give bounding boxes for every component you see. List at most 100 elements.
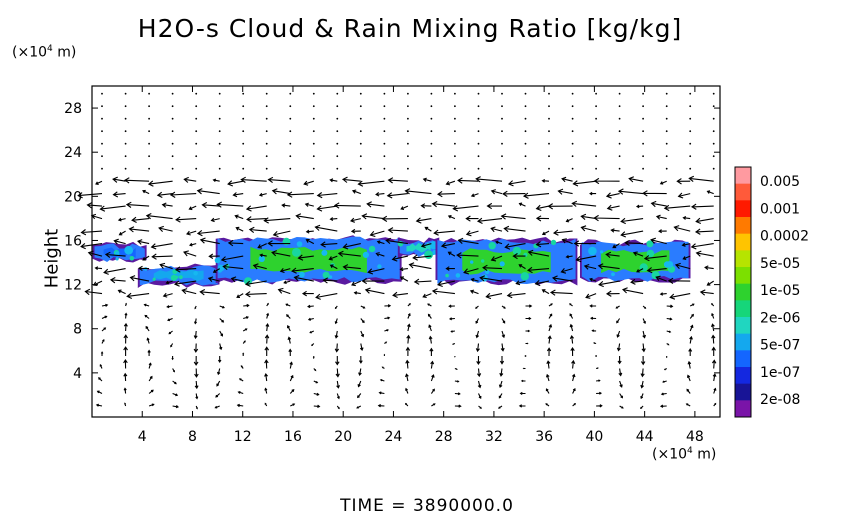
wind-vector bbox=[405, 359, 410, 369]
wind-vector bbox=[524, 105, 527, 108]
wind-vector bbox=[196, 229, 220, 237]
wind-vector bbox=[265, 117, 268, 120]
wind-vector bbox=[234, 214, 244, 220]
wind-vector bbox=[165, 280, 173, 285]
wind-vector bbox=[430, 142, 433, 145]
wind-vector bbox=[303, 180, 314, 186]
cloud-speckle bbox=[244, 277, 252, 286]
wind-vector bbox=[264, 359, 269, 369]
cloud-speckle bbox=[646, 240, 654, 248]
wind-vector bbox=[359, 130, 362, 133]
wind-vector bbox=[124, 105, 127, 108]
wind-vector bbox=[695, 217, 714, 225]
wind-vector bbox=[548, 323, 553, 332]
colorbar-swatch bbox=[735, 283, 751, 301]
wind-vector bbox=[686, 388, 691, 394]
wind-vector bbox=[565, 254, 573, 259]
wind-vector bbox=[148, 155, 151, 158]
wind-vector bbox=[148, 117, 151, 120]
wind-vector bbox=[148, 105, 151, 108]
wind-vector bbox=[524, 92, 527, 95]
wind-vector bbox=[169, 191, 197, 198]
wind-vector bbox=[430, 374, 435, 382]
x-tick-label: 16 bbox=[284, 429, 302, 445]
wind-vector bbox=[712, 155, 715, 158]
wind-vector bbox=[413, 278, 432, 285]
wind-vector bbox=[291, 267, 314, 274]
colorbar-label: 0.0002 bbox=[760, 229, 809, 245]
wind-vector bbox=[183, 250, 197, 257]
wind-vector bbox=[383, 167, 386, 170]
wind-vector bbox=[572, 387, 576, 394]
wind-vector bbox=[431, 201, 455, 208]
wind-vector bbox=[353, 291, 361, 295]
wind-vector bbox=[375, 191, 385, 197]
wind-vector bbox=[172, 392, 179, 397]
wind-vector bbox=[477, 105, 480, 108]
wind-vector bbox=[264, 346, 270, 356]
wind-vector bbox=[391, 255, 409, 262]
wind-vector bbox=[124, 130, 127, 133]
wind-vector bbox=[495, 240, 503, 245]
cloud-speckle bbox=[124, 245, 134, 255]
wind-vector bbox=[188, 205, 197, 211]
x-tick-label: 20 bbox=[334, 429, 352, 445]
wind-vector bbox=[658, 229, 667, 234]
wind-vector bbox=[712, 105, 715, 108]
wind-vector bbox=[689, 324, 694, 332]
wind-vector bbox=[124, 155, 127, 158]
wind-vector bbox=[334, 343, 340, 353]
wind-vector bbox=[336, 105, 339, 108]
wind-vector bbox=[124, 117, 127, 120]
wind-vector bbox=[101, 327, 107, 332]
cloud-speckle bbox=[611, 272, 615, 277]
wind-vector bbox=[336, 393, 340, 400]
wind-vector bbox=[525, 316, 532, 321]
wind-vector bbox=[142, 255, 150, 261]
wind-vector bbox=[711, 303, 715, 307]
wind-vector bbox=[96, 390, 103, 394]
wind-vector bbox=[101, 105, 103, 108]
wind-vector bbox=[477, 117, 480, 120]
wind-vector bbox=[148, 167, 151, 170]
cloud-speckle bbox=[600, 250, 604, 254]
wind-vector bbox=[689, 92, 692, 95]
wind-vector bbox=[336, 155, 339, 158]
wind-vector bbox=[242, 340, 246, 344]
wind-vector bbox=[569, 335, 575, 344]
colorbar-label: 2e-06 bbox=[760, 310, 800, 326]
wind-vector bbox=[535, 204, 550, 212]
y-tick-label: 20 bbox=[64, 189, 82, 205]
wind-vector bbox=[585, 293, 597, 299]
wind-vector bbox=[685, 403, 691, 407]
wind-vector bbox=[545, 388, 550, 394]
wind-vector bbox=[145, 213, 173, 220]
wind-vector bbox=[504, 243, 526, 250]
wind-vector bbox=[571, 117, 574, 120]
wind-vector bbox=[162, 292, 173, 298]
wind-vector bbox=[173, 280, 197, 287]
x-tick-label: 36 bbox=[535, 429, 553, 445]
wind-vector bbox=[500, 213, 526, 220]
wind-vector bbox=[490, 226, 503, 233]
wind-vector bbox=[118, 230, 126, 236]
wind-vector bbox=[312, 142, 315, 145]
wind-vector bbox=[307, 317, 314, 321]
wind-vector bbox=[454, 367, 458, 370]
wind-vector bbox=[659, 292, 667, 296]
wind-vector bbox=[265, 155, 268, 158]
wind-vector bbox=[619, 405, 624, 409]
wind-vector bbox=[666, 304, 674, 308]
wind-vector bbox=[304, 202, 314, 207]
x-tick-label: 48 bbox=[686, 429, 704, 445]
wind-vector bbox=[175, 216, 197, 223]
wind-vector bbox=[476, 355, 481, 366]
wind-vector bbox=[621, 287, 644, 295]
wind-vector bbox=[557, 188, 573, 195]
wind-vector bbox=[524, 155, 527, 158]
wind-vector bbox=[667, 277, 691, 284]
wind-vector bbox=[619, 393, 623, 399]
colorbar-swatch bbox=[735, 367, 751, 385]
wind-vector bbox=[246, 216, 267, 223]
wind-vector bbox=[218, 155, 221, 158]
